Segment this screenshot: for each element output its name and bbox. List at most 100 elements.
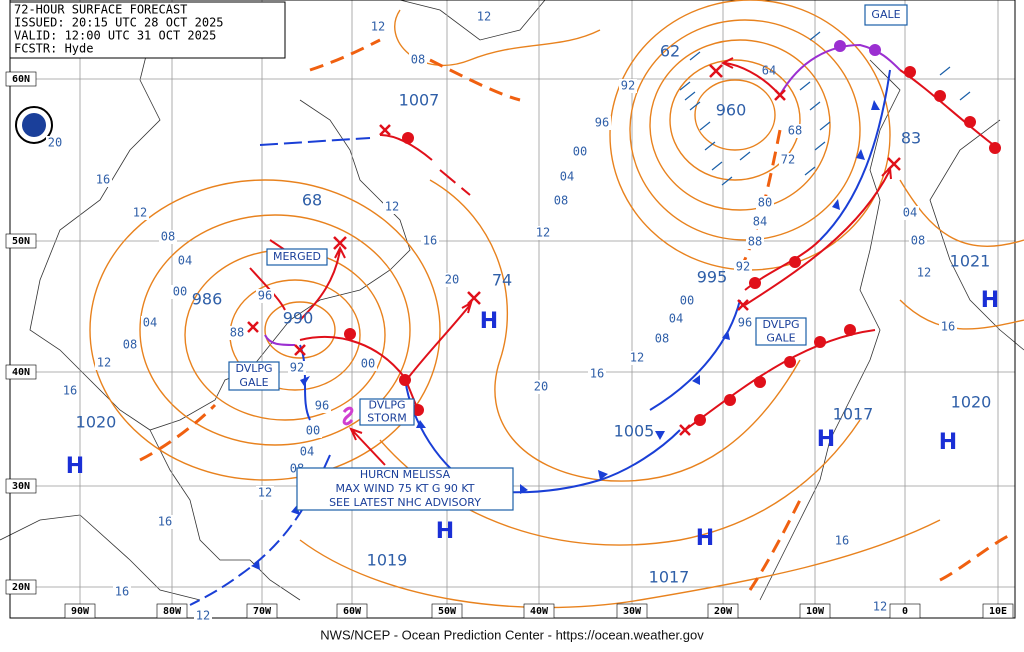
- cold-front: [649, 299, 741, 411]
- annotation-text: DVLPG: [762, 318, 799, 331]
- isobar-label-bg: [571, 145, 589, 159]
- header-line: 72-HOUR SURFACE FORECAST: [14, 3, 187, 17]
- isobar-label: 12: [477, 10, 491, 24]
- isobar: [899, 299, 1024, 330]
- isobar-label-bg: [915, 266, 933, 280]
- isobar-label: 96: [258, 289, 272, 303]
- isobar-label-bg: [734, 260, 752, 274]
- isobar-label: 16: [115, 585, 129, 599]
- pressure-center-value: 68: [302, 191, 322, 210]
- pressure-center-value: 62: [660, 42, 680, 61]
- isobar-label: 84: [753, 215, 767, 229]
- isobar-label: 12: [385, 200, 399, 214]
- isobar-label: 16: [158, 515, 172, 529]
- isobar-label-bg: [61, 384, 79, 398]
- annotation-text: GALE: [871, 8, 900, 21]
- annotation-text: MAX WIND 75 KT G 90 KT: [335, 482, 474, 495]
- annotation-text: DVLPG: [368, 399, 405, 412]
- warm-front: [299, 336, 419, 411]
- isobar-label-bg: [619, 79, 637, 93]
- isobar-label-bg: [667, 312, 685, 326]
- longitude-label-box: [246, 603, 278, 619]
- isobar: [264, 301, 336, 359]
- warm-front: [439, 169, 471, 196]
- longitude-label-box: [523, 603, 555, 619]
- isobar-label: 92: [736, 260, 750, 274]
- isobar-label-bg: [288, 361, 306, 375]
- isobar-label: 00: [573, 145, 587, 159]
- high-pressure-label: H: [696, 526, 714, 551]
- isobar: [649, 39, 831, 211]
- isobar: [139, 214, 411, 446]
- isobar-label-bg: [256, 289, 274, 303]
- isobar-label-bg: [113, 585, 131, 599]
- isobar-label: 08: [554, 194, 568, 208]
- isobar-label: 12: [258, 486, 272, 500]
- isobar-label-bg: [443, 273, 461, 287]
- longitude-label-box: [707, 603, 739, 619]
- coastline: [399, 0, 546, 41]
- latitude-label-box: [5, 579, 37, 595]
- isobar-label-bg: [532, 380, 550, 394]
- header-line: VALID: 12:00 UTC 31 OCT 2025: [14, 29, 216, 43]
- isobar-label-bg: [95, 356, 113, 370]
- isobar: [429, 179, 801, 482]
- pressure-center-value: 1021: [950, 252, 991, 271]
- isobar-label-bg: [833, 534, 851, 548]
- isobar-label: 88: [230, 326, 244, 340]
- annotation-text: GALE: [766, 331, 795, 344]
- annotation-box: [359, 398, 415, 426]
- isobar-label: 16: [941, 320, 955, 334]
- latitude-label: 40N: [12, 367, 30, 378]
- pressure-center-value: 995: [697, 268, 728, 287]
- longitude-label-box: [799, 603, 831, 619]
- isobar-label: 00: [173, 285, 187, 299]
- isobar-label-bg: [256, 486, 274, 500]
- isobar-label-bg: [121, 338, 139, 352]
- annotation-text: SEE LATEST NHC ADVISORY: [329, 496, 481, 509]
- isobar-label-bg: [746, 235, 764, 249]
- isobar-label-bg: [359, 357, 377, 371]
- cold-front: [189, 454, 331, 606]
- isobar-label-bg: [534, 226, 552, 240]
- pressure-center-value: 1017: [649, 568, 690, 587]
- annotation-box: [228, 361, 280, 391]
- annotation-text: HURCN MELISSA: [360, 468, 451, 481]
- isobar-label-bg: [939, 320, 957, 334]
- isobar-label: 08: [911, 234, 925, 248]
- longitude-label-box: [616, 603, 648, 619]
- noaa-logo: [15, 106, 53, 144]
- latitude-label-box: [5, 233, 37, 249]
- isobar-label: 04: [669, 312, 683, 326]
- track-arrow: [407, 300, 473, 379]
- annotation-box: [755, 317, 807, 346]
- isobar-label: 12: [873, 600, 887, 614]
- isobar-label: 12: [371, 20, 385, 34]
- isobar-label-bg: [94, 173, 112, 187]
- pressure-center-value: 74: [492, 271, 512, 290]
- isobar-label-bg: [228, 326, 246, 340]
- isobar-label: 08: [161, 230, 175, 244]
- isobar-label: 00: [680, 294, 694, 308]
- pressure-center-value: 64: [762, 64, 776, 78]
- annotation-box: [266, 248, 328, 266]
- isobar-label: 96: [595, 116, 609, 130]
- isobar-label: 12: [133, 206, 147, 220]
- isobar-label: 16: [835, 534, 849, 548]
- isobar-label: 04: [143, 316, 157, 330]
- longitude-label: 90W: [71, 606, 90, 617]
- isobar-label: 04: [300, 445, 314, 459]
- pressure-center-value: 1017: [833, 405, 874, 424]
- longitude-label: 40W: [530, 606, 549, 617]
- isobar-label: 08: [411, 53, 425, 67]
- isobar-label-bg: [736, 316, 754, 330]
- longitude-label-box: [64, 603, 96, 619]
- isobar-label-bg: [909, 234, 927, 248]
- latitude-label: 30N: [12, 481, 30, 492]
- isobar-label: 20: [445, 273, 459, 287]
- isobar-label: 92: [621, 79, 635, 93]
- high-pressure-label: H: [480, 309, 498, 334]
- isobar-label: 20: [534, 380, 548, 394]
- high-pressure-label: H: [981, 288, 999, 313]
